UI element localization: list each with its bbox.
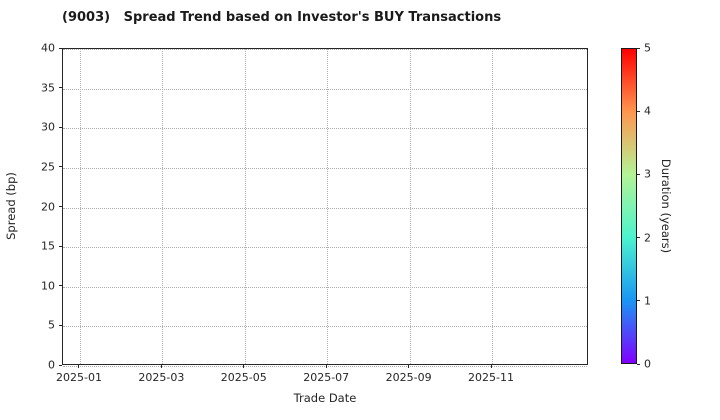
y-gridline — [63, 326, 587, 328]
colorbar — [621, 48, 637, 364]
y-tick-label: 40 — [41, 41, 55, 55]
y-tick-label: 5 — [48, 318, 55, 332]
y-tick-mark — [59, 166, 62, 168]
y-gridline — [63, 286, 587, 288]
y-tick-label: 10 — [41, 279, 55, 293]
x-tick-label: 2025-03 — [138, 371, 185, 384]
y-tick-mark — [59, 245, 62, 247]
x-tick-mark — [160, 365, 162, 368]
y-gridline — [63, 366, 587, 367]
colorbar-tick-label: 3 — [644, 167, 651, 181]
x-gridline — [327, 49, 329, 364]
colorbar-tick-mark — [637, 300, 640, 302]
y-gridline — [63, 207, 587, 209]
x-gridline — [244, 49, 246, 364]
y-gridline — [63, 88, 587, 90]
x-tick-label: 2025-01 — [56, 371, 102, 384]
x-tick-label: 2025-05 — [220, 371, 267, 384]
y-tick-mark — [59, 364, 62, 366]
colorbar-tick-mark — [637, 237, 640, 239]
y-tick-mark — [59, 126, 62, 128]
x-tick-label: 2025-09 — [385, 371, 432, 384]
colorbar-tick-label: 5 — [644, 41, 651, 55]
y-tick-mark — [59, 87, 62, 89]
x-tick-mark — [78, 365, 80, 368]
x-tick-label: 2025-07 — [303, 371, 350, 384]
x-tick-mark — [325, 365, 327, 368]
y-gridline — [63, 49, 587, 50]
colorbar-tick-label: 1 — [644, 294, 651, 308]
y-tick-label: 25 — [41, 160, 55, 174]
y-tick-label: 0 — [48, 358, 55, 372]
y-tick-mark — [59, 47, 62, 49]
colorbar-label: Duration (years) — [659, 158, 673, 254]
plot-area — [62, 48, 588, 367]
colorbar-tick-mark — [637, 110, 640, 112]
y-tick-mark — [59, 324, 62, 326]
y-tick-label: 35 — [41, 81, 55, 95]
y-tick-mark — [59, 206, 62, 207]
colorbar-tick-mark — [637, 363, 640, 365]
x-gridline — [492, 49, 493, 364]
colorbar-tick-mark — [637, 47, 640, 49]
y-tick-label: 15 — [41, 239, 55, 253]
x-gridline — [162, 49, 164, 364]
y-tick-label: 30 — [41, 120, 55, 134]
x-gridline — [409, 49, 411, 364]
y-tick-label: 20 — [41, 200, 55, 213]
y-tick-mark — [59, 285, 62, 287]
x-axis-label: Trade Date — [293, 391, 357, 405]
y-gridline — [63, 247, 587, 249]
x-tick-mark — [408, 365, 410, 368]
x-tick-label: 2025-11 — [468, 371, 514, 384]
colorbar-tick-label: 2 — [644, 231, 651, 245]
y-gridline — [63, 167, 587, 169]
y-gridline — [63, 128, 587, 130]
x-tick-mark — [490, 365, 492, 368]
x-gridline — [79, 49, 81, 364]
colorbar-tick-label: 0 — [644, 357, 651, 371]
x-tick-mark — [243, 365, 245, 368]
chart-title: (9003) Spread Trend based on Investor's … — [62, 10, 502, 25]
colorbar-tick-mark — [637, 173, 640, 175]
colorbar-tick-label: 4 — [644, 104, 651, 118]
